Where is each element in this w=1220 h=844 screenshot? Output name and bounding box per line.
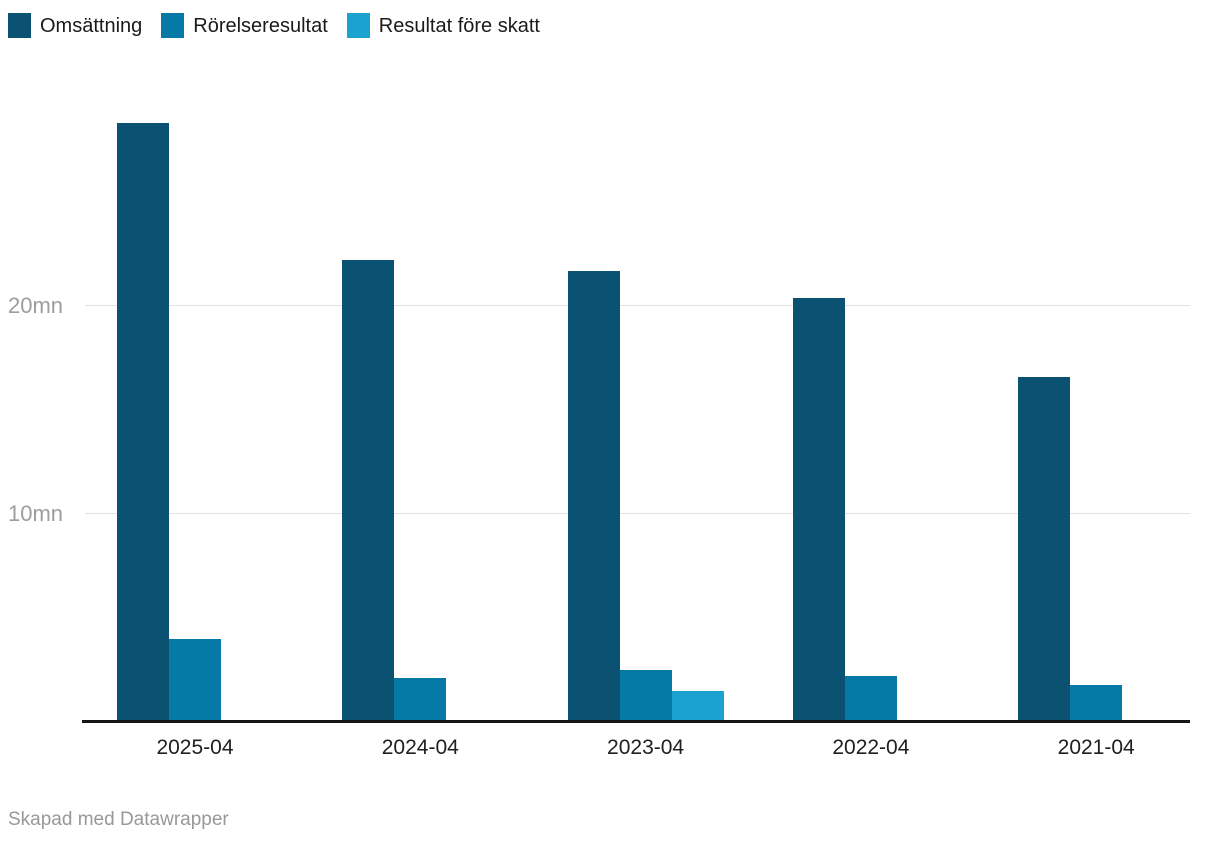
bar-oms-ttning-2022-04 bbox=[792, 297, 845, 722]
legend-swatch-icon bbox=[8, 13, 31, 38]
bar-group-2022-04 bbox=[792, 72, 949, 722]
bar-r-relseresultat-2025-04 bbox=[169, 638, 221, 722]
bar-oms-ttning-2023-04 bbox=[567, 270, 620, 722]
x-tick-label-2021-04: 2021-04 bbox=[1057, 736, 1135, 759]
legend-swatch-icon bbox=[346, 13, 370, 38]
legend-label: Rörelseresultat bbox=[193, 14, 328, 37]
chart-legend: Omsättning Rörelseresultat Resultat före s… bbox=[8, 13, 540, 38]
bar-oms-ttning-2024-04 bbox=[342, 260, 395, 722]
x-axis-line bbox=[82, 720, 1190, 723]
bar-resultat-f-re-skatt-2023-04 bbox=[671, 690, 724, 722]
datawrapper-attribution-link[interactable]: Skapad med Datawrapper bbox=[8, 809, 229, 830]
plot-area bbox=[85, 72, 1190, 722]
y-tick-label-20mn: 20mn bbox=[8, 293, 64, 318]
x-axis-labels: 2025-04 2024-04 2023-04 2022-04 2021-04 bbox=[85, 735, 1190, 765]
y-tick-label-10mn: 10mn bbox=[8, 501, 64, 526]
gridline-20mn bbox=[85, 305, 1190, 306]
legend-label: Omsättning bbox=[40, 14, 143, 37]
x-tick-label-2025-04: 2025-04 bbox=[156, 736, 234, 759]
bar-r-relseresultat-2023-04 bbox=[619, 670, 672, 722]
legend-item-1: Omsättning bbox=[8, 13, 142, 38]
bar-group-2023-04 bbox=[567, 72, 724, 722]
bar-group-2021-04 bbox=[1018, 72, 1174, 722]
gridline-10mn bbox=[85, 513, 1190, 514]
x-tick-label-2022-04: 2022-04 bbox=[832, 736, 910, 759]
x-tick-label-2024-04: 2024-04 bbox=[381, 736, 459, 759]
bar-group-2025-04 bbox=[117, 72, 273, 722]
bar-oms-ttning-2025-04 bbox=[117, 122, 169, 722]
bar-oms-ttning-2021-04 bbox=[1018, 376, 1071, 722]
legend-item-2: Rörelseresultat bbox=[161, 13, 328, 38]
bar-r-relseresultat-2024-04 bbox=[394, 678, 447, 722]
bar-r-relseresultat-2022-04 bbox=[844, 676, 897, 722]
bar-r-relseresultat-2021-04 bbox=[1070, 684, 1123, 722]
bar-group-2024-04 bbox=[342, 72, 498, 722]
legend-label: Resultat före skatt bbox=[378, 14, 540, 37]
legend-item-3: Resultat före skatt bbox=[346, 13, 540, 38]
legend-swatch-icon bbox=[161, 13, 185, 38]
x-tick-label-2023-04: 2023-04 bbox=[607, 736, 685, 759]
